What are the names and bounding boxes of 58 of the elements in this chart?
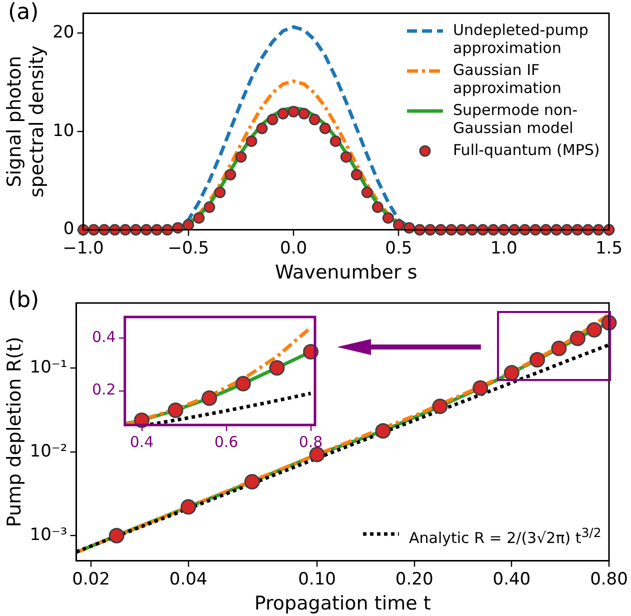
- chart-title: (a): [8, 0, 39, 25]
- x-tick-label: 0.40: [492, 569, 531, 590]
- y-tick-label: 10⁻³: [30, 525, 68, 546]
- point: [182, 219, 194, 231]
- point: [350, 168, 362, 180]
- x-tick-label: 0.10: [298, 569, 336, 590]
- point: [288, 106, 300, 118]
- chart-title: (b): [8, 288, 40, 313]
- x-tick-label: 0.02: [72, 569, 110, 590]
- x-tick-label: 0.4: [130, 432, 154, 451]
- point: [277, 108, 289, 120]
- y-tick-label: 10⁻¹: [30, 358, 68, 378]
- x-tick-label: 0.04: [169, 569, 208, 590]
- x-tick-label: 1.0: [490, 238, 518, 258]
- x-tick-label: −1.0: [62, 238, 104, 258]
- x-tick-label: 0.5: [385, 238, 412, 258]
- y-tick-label: 10⁻²: [30, 441, 68, 462]
- point: [372, 201, 384, 213]
- point: [298, 108, 310, 120]
- legend-label: Supermode non-Gaussian model: [453, 101, 579, 138]
- point: [235, 376, 251, 392]
- legend-label: Full-quantum (MPS): [453, 141, 601, 160]
- point: [340, 151, 352, 163]
- x-tick-label: 0.6: [214, 432, 238, 451]
- point: [224, 168, 236, 180]
- legend-label: Undepleted-pump approximation: [453, 21, 590, 58]
- point: [168, 402, 184, 418]
- y-tick-label: 20: [52, 22, 74, 42]
- x-tick-label: 1.5: [595, 238, 623, 258]
- point: [246, 135, 258, 147]
- point: [319, 122, 331, 134]
- point: [214, 186, 226, 198]
- y-tick-label: 0: [63, 219, 74, 240]
- x-tick-label: 0.0: [280, 238, 308, 258]
- x-tick-label: 0.80: [590, 569, 628, 590]
- point: [235, 151, 247, 163]
- point: [269, 360, 285, 376]
- y-axis-title: Pump depletion R(t): [3, 336, 26, 528]
- point: [204, 201, 216, 213]
- point: [382, 212, 394, 224]
- y-axis-title: Signal photon spectral density: [3, 46, 48, 198]
- point: [193, 212, 205, 224]
- x-tick-label: 0.20: [395, 569, 434, 590]
- point: [392, 219, 404, 231]
- point: [308, 114, 320, 126]
- x-axis-title: Wavenumber s: [274, 262, 418, 284]
- point: [256, 122, 268, 134]
- point: [361, 186, 373, 198]
- x-tick-label: 0.8: [298, 432, 323, 451]
- x-axis-title: Propagation time t: [254, 592, 431, 615]
- y-tick-label: 0.2: [92, 380, 116, 399]
- point: [266, 114, 278, 126]
- point: [330, 135, 342, 147]
- legend-label: Gaussian IF approximation: [453, 61, 562, 98]
- y-tick-label: 10: [52, 120, 74, 141]
- x-tick-label: −0.5: [168, 238, 210, 258]
- legend-label: Analytic R = 2/(3√2π) t$^{3/2}$: [409, 524, 602, 547]
- point: [202, 390, 218, 406]
